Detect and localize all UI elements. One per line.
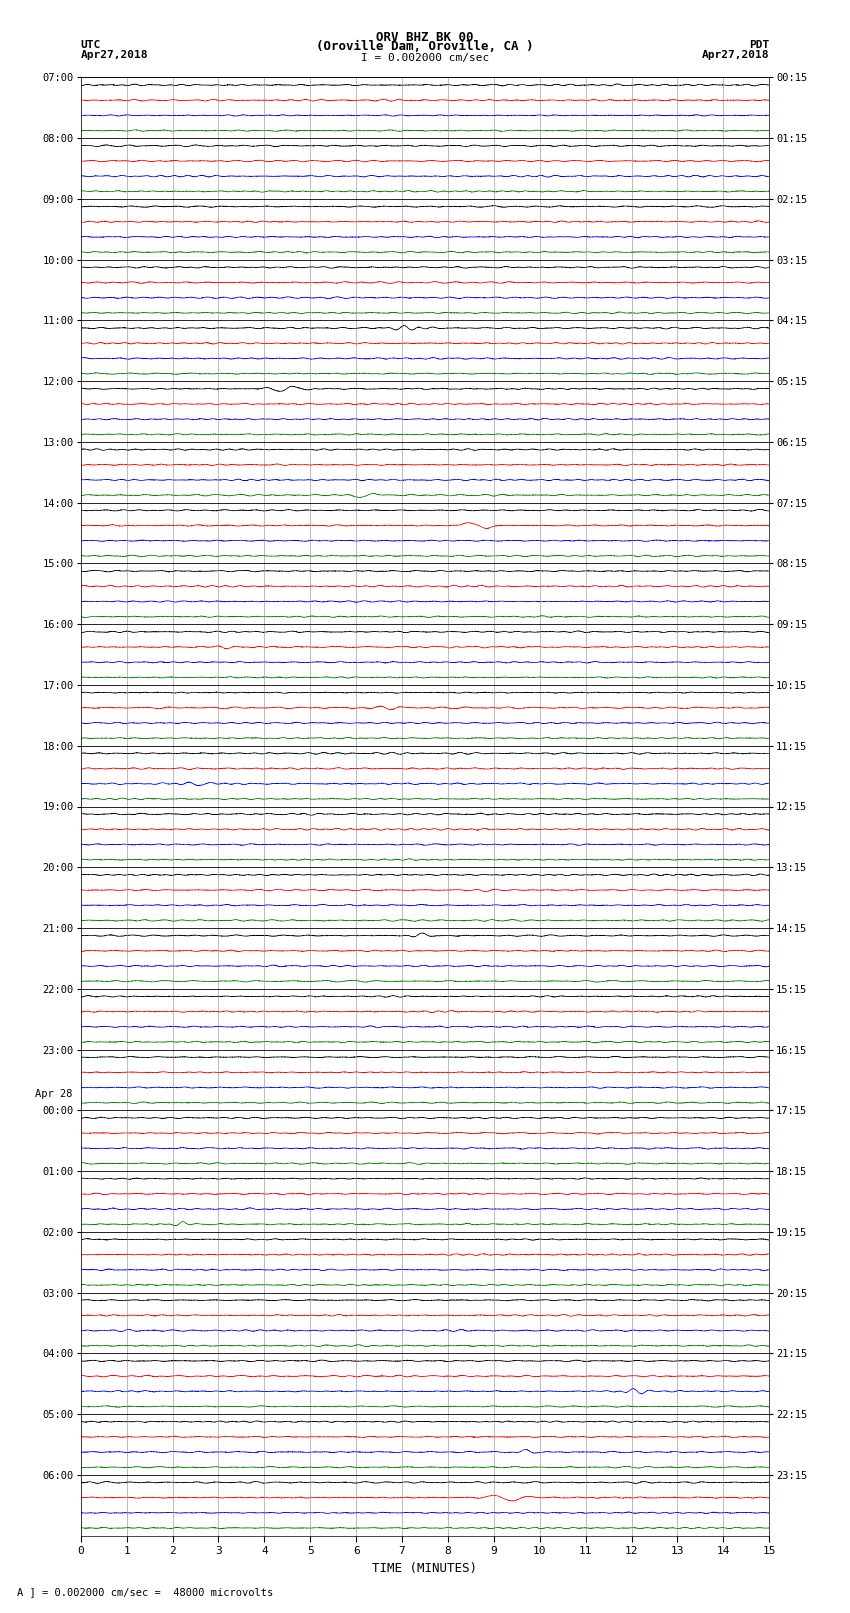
X-axis label: TIME (MINUTES): TIME (MINUTES) xyxy=(372,1561,478,1574)
Text: Apr 28: Apr 28 xyxy=(35,1089,72,1098)
Text: A ] = 0.002000 cm/sec =  48000 microvolts: A ] = 0.002000 cm/sec = 48000 microvolts xyxy=(17,1587,273,1597)
Text: Apr27,2018: Apr27,2018 xyxy=(702,50,769,60)
Text: I = 0.002000 cm/sec: I = 0.002000 cm/sec xyxy=(361,53,489,63)
Text: (Oroville Dam, Oroville, CA ): (Oroville Dam, Oroville, CA ) xyxy=(316,40,534,53)
Text: ORV BHZ BK 00: ORV BHZ BK 00 xyxy=(377,31,473,44)
Text: PDT: PDT xyxy=(749,40,769,50)
Text: UTC: UTC xyxy=(81,40,101,50)
Text: Apr27,2018: Apr27,2018 xyxy=(81,50,148,60)
